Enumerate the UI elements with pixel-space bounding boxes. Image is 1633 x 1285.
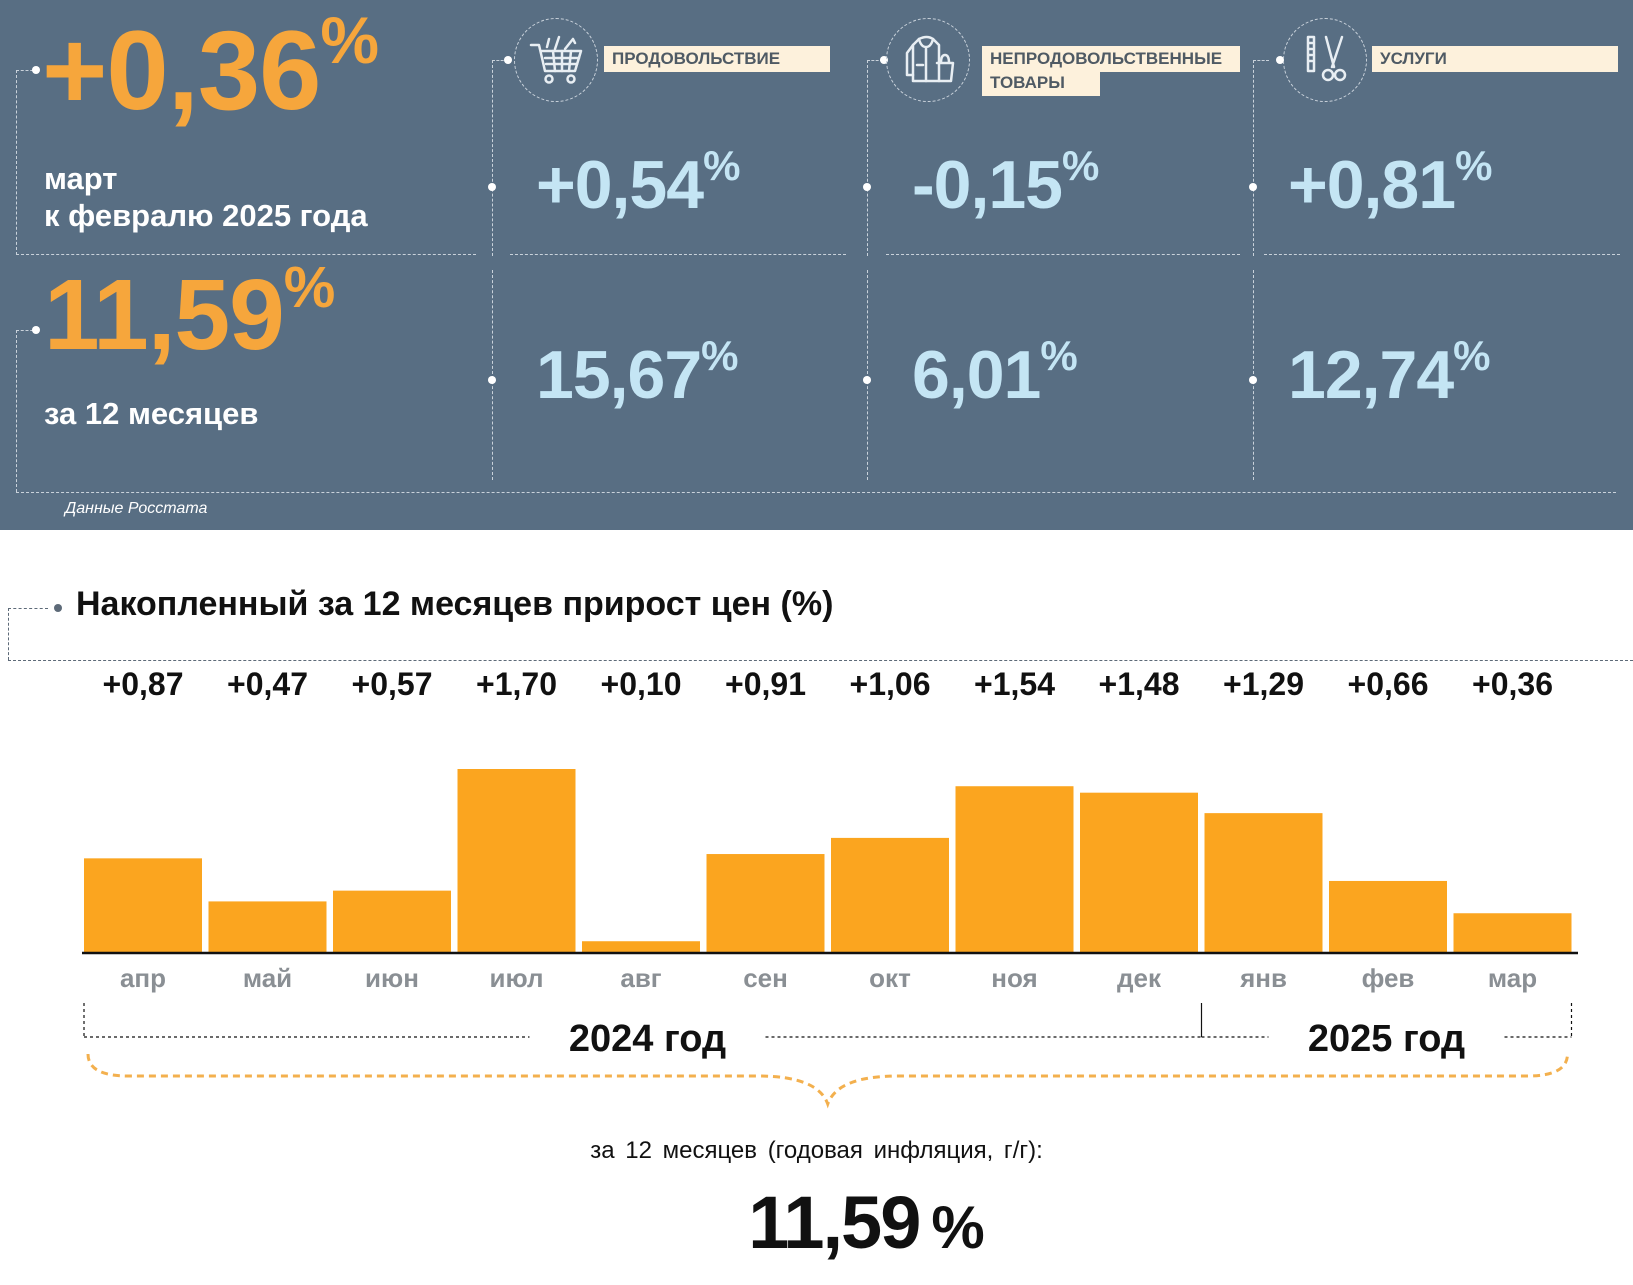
month-label-май: май: [243, 963, 292, 993]
bullet-dot: [863, 376, 871, 384]
frame-line: [16, 70, 38, 71]
value-label-июл: +1,70: [476, 666, 557, 702]
frame-line: [1253, 270, 1254, 480]
frame-line: [886, 254, 1240, 255]
value-label-дек: +1,48: [1099, 666, 1180, 702]
value-label-ноя: +1,54: [974, 666, 1055, 702]
value-label-июн: +0,57: [352, 666, 433, 702]
bullet-dot: [880, 56, 888, 64]
bar-апр: [84, 858, 202, 952]
summary-brace: [86, 1053, 1569, 1109]
chart-title: Накопленный за 12 месяцев прирост цен (%…: [76, 585, 834, 623]
frame-line: [510, 254, 846, 255]
bar-дек: [1080, 792, 1198, 952]
month-label-мар: мар: [1488, 963, 1537, 993]
bar-янв: [1204, 813, 1323, 952]
annual-inflation-value: 11,59%: [44, 255, 335, 371]
category-label-nonfood-line2: ТОВАРЫ: [982, 70, 1100, 96]
frame-line: [1253, 60, 1254, 256]
value-label-май: +0,47: [227, 666, 308, 702]
clothing-bag-icon: [886, 18, 970, 102]
services-monthly-value: +0,81%: [1288, 142, 1492, 223]
title-bracket-line: [8, 608, 9, 660]
title-bullet-dot: [54, 604, 62, 612]
annual-caption: за 12 месяцев (годовая инфляция, г/г):: [590, 1137, 1043, 1164]
services-annual-value: 12,74%: [1288, 332, 1491, 413]
bullet-dot: [863, 183, 871, 191]
value-label-янв: +1,29: [1223, 666, 1304, 702]
bar-май: [208, 901, 327, 952]
month-label-ноя: ноя: [991, 963, 1037, 993]
year-label-1: 2025 год: [1308, 1018, 1465, 1060]
value-label-фев: +0,66: [1348, 666, 1429, 702]
bullet-dot: [504, 56, 512, 64]
bar-chart: +0,87 апр +0,47 май +0,57 июн +1,70 июл +0,10 авг…: [82, 666, 1578, 1109]
shopping-cart-icon: [514, 18, 598, 102]
frame-line: [16, 492, 1616, 493]
bullet-dot: [32, 326, 40, 334]
frame-line: [867, 60, 883, 61]
category-label-services: УСЛУГИ: [1372, 46, 1618, 72]
value-label-мар: +0,36: [1472, 666, 1553, 702]
monthly-inflation-value: +0,36%: [42, 3, 379, 133]
month-label-янв: янв: [1239, 963, 1287, 993]
month-label-окт: окт: [869, 963, 911, 993]
month-label-сен: сен: [743, 963, 788, 993]
bullet-dot: [1249, 376, 1257, 384]
frame-line: [1253, 60, 1269, 61]
month-label-фев: фев: [1362, 963, 1415, 993]
bar-авг: [582, 941, 700, 952]
frame-line: [16, 70, 17, 255]
year-label-0: 2024 год: [569, 1018, 726, 1060]
frame-line: [16, 330, 38, 331]
bars-layer: [82, 769, 1578, 955]
category-label-nonfood: НЕПРОДОВОЛЬСТВЕННЫЕ: [982, 46, 1240, 72]
month-label-апр: апр: [120, 963, 166, 993]
annual-summary-value: 11,59%: [748, 1181, 985, 1264]
bar-июн: [333, 890, 451, 952]
bar-окт: [831, 837, 949, 952]
bullet-dot: [32, 66, 40, 74]
frame-line: [867, 60, 868, 256]
frame-line: [16, 254, 476, 255]
frame-line: [16, 330, 17, 492]
bar-ноя: [955, 786, 1074, 952]
bar-фев: [1329, 880, 1447, 952]
summary-panel: +0,36% март к февралю 2025 года 11,59% з…: [0, 0, 1633, 530]
nonfood-monthly-value: -0,15%: [912, 142, 1099, 223]
value-label-авг: +0,10: [601, 666, 682, 702]
value-label-окт: +1,06: [850, 666, 931, 702]
value-label-апр: +0,87: [103, 666, 184, 702]
month-label-июл: июл: [489, 963, 543, 993]
title-bracket-line: [8, 608, 48, 609]
year-groups-layer: 2024 год 2025 год: [83, 1003, 1573, 1109]
month-label-авг: авг: [620, 963, 661, 993]
bullet-dot: [1276, 56, 1284, 64]
month-label-дек: дек: [1117, 963, 1162, 993]
bar-июл: [457, 769, 576, 952]
bar-сен: [706, 854, 825, 952]
month-label-июн: июн: [365, 963, 419, 993]
food-annual-value: 15,67%: [536, 332, 739, 413]
frame-line: [867, 270, 868, 480]
bullet-dot: [1249, 183, 1257, 191]
bullet-dot: [488, 183, 496, 191]
scissors-comb-icon: [1283, 18, 1367, 102]
source-note: Данные Росстата: [65, 500, 208, 517]
annual-label: за 12 месяцев: [44, 396, 259, 431]
bar-мар: [1453, 913, 1572, 952]
labels-layer: +0,87 апр +0,47 май +0,57 июн +1,70 июл +0,10 авг…: [103, 666, 1553, 993]
nonfood-annual-value: 6,01%: [912, 332, 1078, 413]
frame-line: [1264, 254, 1620, 255]
frame-line: [492, 60, 493, 256]
food-monthly-value: +0,54%: [536, 142, 740, 223]
title-bracket-line: [8, 660, 1633, 661]
frame-line: [492, 270, 493, 480]
frame-line: [492, 60, 508, 61]
category-label-food: ПРОДОВОЛЬСТВИЕ: [604, 46, 830, 72]
monthly-label: март к февралю 2025 года: [44, 161, 368, 233]
value-label-сен: +0,91: [725, 666, 806, 702]
bullet-dot: [488, 376, 496, 384]
